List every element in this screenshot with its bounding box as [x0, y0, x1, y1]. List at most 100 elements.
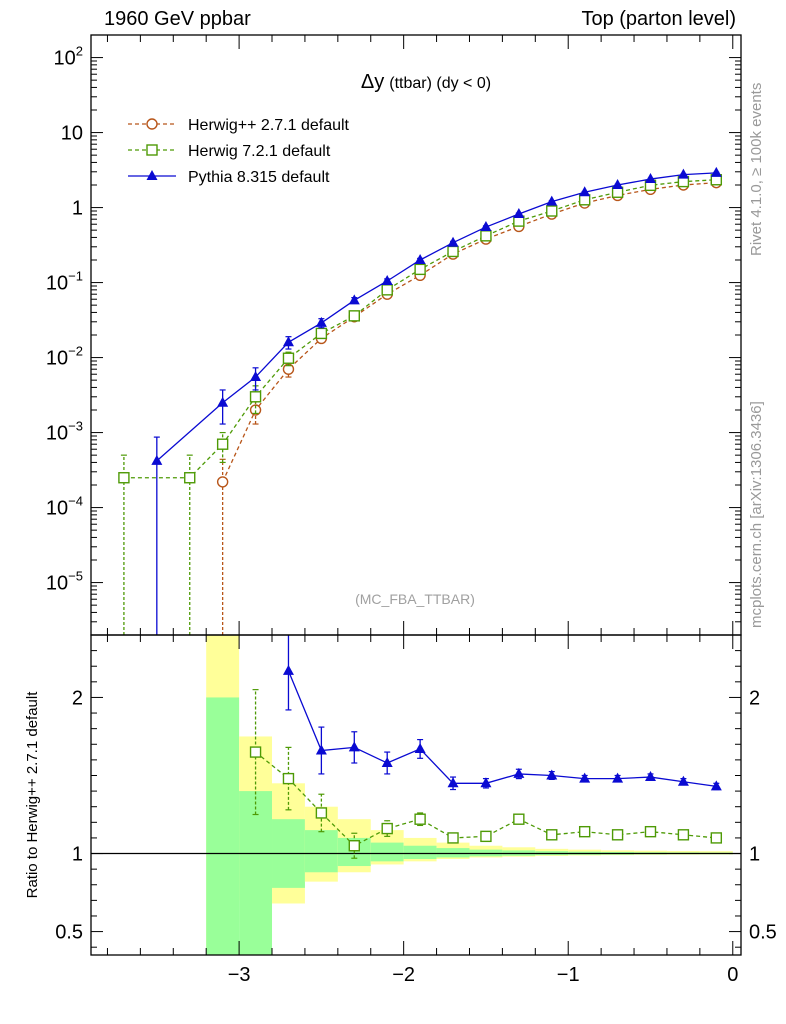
data-point: [480, 830, 492, 843]
data-point: [644, 825, 657, 838]
data-point: [217, 396, 229, 407]
ratio-ytick-label-right: 2: [749, 687, 760, 709]
analysis-watermark: (MC_FBA_TTBAR): [355, 591, 475, 607]
legend-label: Herwig++ 2.7.1 default: [188, 117, 350, 134]
main-series-filled-triangle: [151, 166, 722, 635]
data-point: [381, 822, 393, 835]
data-point: [579, 772, 591, 783]
data-point: [184, 472, 196, 484]
xtick-label: −2: [392, 964, 415, 986]
series-line: [123, 179, 717, 479]
data-point: [546, 195, 558, 206]
axis-ticks: [91, 34, 741, 955]
data-point: [677, 168, 689, 179]
data-point: [579, 186, 591, 197]
ytick-base: 10: [46, 573, 68, 595]
data-point: [677, 775, 689, 786]
series-line: [222, 181, 717, 483]
data-point: [677, 829, 690, 841]
main-ytick-label: 10−2: [46, 344, 83, 370]
data-point: [414, 813, 426, 825]
data-point: [578, 825, 591, 838]
ratio-ylabel: Ratio to Herwig++ 2.7.1 default: [24, 691, 41, 899]
data-point: [447, 245, 459, 258]
main-series-open-circle: [216, 176, 723, 635]
data-point: [414, 263, 426, 276]
data-point: [546, 205, 558, 217]
ytick-base: 10: [54, 48, 76, 70]
plot-title: Δy (ttbar) (dy < 0): [361, 71, 491, 93]
data-point: [447, 832, 459, 844]
data-point: [546, 829, 558, 841]
data-point: [249, 746, 262, 758]
data-point: [513, 208, 525, 219]
data-point: [249, 391, 262, 403]
xtick-label: 0: [727, 964, 738, 986]
data-point: [513, 813, 525, 825]
main-ytick-label: 10−1: [46, 269, 83, 295]
ratio-ytick-label-left: 2: [72, 687, 83, 709]
data-point: [710, 832, 723, 844]
ratio-plot-frame: [90, 634, 742, 956]
data-point: [348, 310, 360, 322]
ratio-ytick-label-left: 1: [72, 844, 83, 866]
ratio-ytick-label-left: 0.5: [55, 922, 83, 944]
plot-title-rest: (ttbar) (dy < 0): [389, 75, 491, 92]
data-point: [118, 472, 130, 484]
ytick-base: 1: [72, 198, 83, 220]
data-point: [414, 742, 426, 753]
data-point: [381, 284, 393, 296]
data-point: [315, 327, 328, 340]
data-point: [644, 771, 656, 782]
ytick-base: 10: [46, 273, 68, 295]
ratio-band-clip: [206, 635, 733, 955]
series-line: [287, 670, 717, 788]
data-point: [315, 316, 327, 327]
data-series: [118, 166, 723, 859]
data-point: [348, 294, 360, 305]
data-point: [710, 780, 722, 791]
ratio-band: [91, 635, 741, 955]
data-point: [151, 454, 163, 465]
ytick-exponent: −4: [68, 494, 83, 509]
ytick-base: 10: [61, 123, 83, 145]
band-inner-bin: [239, 791, 273, 955]
data-point: [447, 236, 459, 247]
plot-title-symbol: Δy: [361, 71, 384, 93]
main-ytick-label: 10: [61, 123, 83, 145]
main-ytick-label: 102: [54, 44, 83, 70]
series-line: [255, 751, 717, 847]
data-point: [612, 179, 624, 189]
ratio-series-open-square: [249, 689, 723, 859]
data-point: [480, 777, 492, 788]
ytick-exponent: 2: [76, 44, 83, 59]
data-point: [348, 741, 360, 752]
band-inner-bin: [370, 842, 404, 862]
ytick-base: 10: [46, 498, 68, 520]
data-point: [216, 438, 229, 450]
main-ytick-label: 10−3: [46, 419, 83, 445]
data-point: [480, 230, 492, 242]
data-point: [381, 757, 393, 767]
main-series-open-square: [118, 174, 723, 635]
main-ytick-label: 10−5: [46, 569, 83, 595]
ytick-exponent: −3: [68, 419, 83, 434]
data-point: [348, 840, 360, 852]
legend: Herwig++ 2.7.1 default Herwig 7.2.1 defau…: [128, 117, 350, 186]
ytick-exponent: −5: [68, 569, 83, 584]
data-point: [315, 744, 327, 755]
data-point: [249, 404, 262, 416]
data-point: [447, 777, 459, 788]
band-inner-bin: [436, 848, 470, 858]
band-inner-bin: [304, 830, 338, 873]
main-ytick-label: 10−4: [46, 494, 83, 520]
legend-marker: [146, 118, 158, 130]
legend-label: Herwig 7.2.1 default: [188, 143, 331, 160]
data-point: [282, 772, 295, 785]
data-point: [546, 769, 558, 780]
ytick-base: 10: [46, 348, 68, 370]
legend-label: Pythia 8.315 default: [188, 169, 330, 186]
data-point: [644, 173, 656, 184]
